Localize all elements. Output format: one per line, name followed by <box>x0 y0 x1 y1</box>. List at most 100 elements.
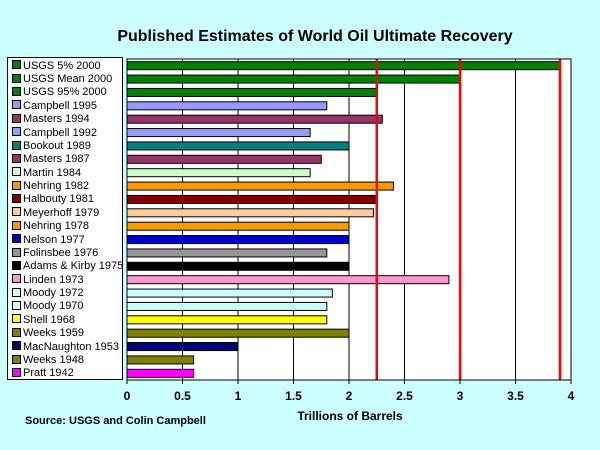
source-note: Source: USGS and Colin Campbell <box>25 415 206 427</box>
legend-swatch <box>12 127 21 137</box>
legend-label: Moody 1970 <box>23 300 84 313</box>
legend-item: Campbell 1992 <box>12 127 97 140</box>
x-tick-label: 1 <box>235 389 242 403</box>
x-tick-label: 4 <box>568 389 575 403</box>
legend-label: USGS 95% 2000 <box>23 86 107 99</box>
legend-item: USGS 95% 2000 <box>12 86 107 99</box>
legend-item: Nelson 1977 <box>12 234 85 247</box>
legend-swatch <box>12 207 21 217</box>
legend-swatch <box>12 287 21 297</box>
x-tick-label: 1.5 <box>285 389 302 403</box>
bar <box>126 342 239 352</box>
legend-swatch <box>12 327 21 337</box>
legend-label: Bookout 1989 <box>23 139 91 152</box>
legend-label: Moody 1972 <box>23 287 84 300</box>
bar <box>126 181 394 191</box>
legend-label: USGS Mean 2000 <box>23 73 113 86</box>
bar <box>126 141 350 151</box>
legend-swatch <box>12 153 21 163</box>
legend-label: Masters 1994 <box>23 113 90 126</box>
legend-label: Pratt 1942 <box>23 367 74 380</box>
bar <box>126 301 328 311</box>
legend-swatch <box>12 354 21 364</box>
legend-item: Folinsbee 1976 <box>12 247 98 260</box>
legend-item: Shell 1968 <box>12 314 75 327</box>
legend-item: Meyerhoff 1979 <box>12 207 99 220</box>
legend-swatch <box>12 341 21 351</box>
legend-item: Moody 1972 <box>12 287 84 300</box>
legend-label: Halbouty 1981 <box>23 193 94 206</box>
legend-swatch <box>12 194 21 204</box>
legend-item: Adams & Kirby 1975 <box>12 260 123 273</box>
legend-label: Campbell 1995 <box>23 99 97 112</box>
legend-label: Adams & Kirby 1975 <box>23 260 124 273</box>
bar <box>126 235 350 245</box>
x-axis-title: Trillions of Barrels <box>297 409 403 423</box>
legend-swatch <box>12 60 21 70</box>
legend-swatch <box>12 314 21 324</box>
legend-swatch <box>12 260 21 270</box>
bar <box>126 288 333 298</box>
legend-label: Campbell 1992 <box>23 126 97 139</box>
bar <box>126 275 450 285</box>
legend-item: Moody 1970 <box>12 300 84 313</box>
legend-swatch <box>12 167 21 177</box>
bar <box>126 248 328 258</box>
legend-swatch <box>12 220 21 230</box>
x-tick-label: 3 <box>457 389 464 403</box>
legend-item: Weeks 1959 <box>12 327 84 340</box>
legend-item: Bookout 1989 <box>12 140 91 153</box>
bar <box>126 61 561 71</box>
chart-title: Published Estimates of World Oil Ultimat… <box>117 28 513 45</box>
legend-item: Nehring 1978 <box>12 220 89 233</box>
bar <box>126 154 322 164</box>
bar <box>126 355 195 365</box>
bar <box>126 368 195 378</box>
bar <box>126 87 378 97</box>
legend-label: Martin 1984 <box>23 166 82 179</box>
bar <box>126 194 378 204</box>
legend-swatch <box>12 73 21 83</box>
legend-swatch <box>12 113 21 123</box>
legend-label: Weeks 1959 <box>23 327 84 340</box>
legend-swatch <box>12 301 21 311</box>
bar <box>126 114 383 124</box>
bar <box>126 261 350 271</box>
x-tick-label: 3.5 <box>507 389 524 403</box>
legend-label: Meyerhoff 1979 <box>23 206 100 219</box>
bar <box>126 74 461 84</box>
legend-item: MacNaughton 1953 <box>12 341 119 354</box>
legend-label: Nelson 1977 <box>23 233 85 246</box>
legend-swatch <box>12 180 21 190</box>
legend-label: MacNaughton 1953 <box>23 340 120 353</box>
x-tick-label: 2.5 <box>396 389 413 403</box>
legend-item: Masters 1994 <box>12 113 90 126</box>
plot-frame <box>126 58 572 381</box>
legend-item: Halbouty 1981 <box>12 193 94 206</box>
legend-swatch <box>12 274 21 284</box>
legend-item: Masters 1987 <box>12 153 90 166</box>
bar <box>126 315 328 325</box>
legend-swatch <box>12 367 21 377</box>
bar <box>126 221 350 231</box>
legend-item: Pratt 1942 <box>12 367 74 380</box>
bar <box>126 208 374 218</box>
legend-swatch <box>12 140 21 150</box>
legend-item: Weeks 1948 <box>12 354 84 367</box>
bar <box>126 168 311 178</box>
bar <box>126 101 328 111</box>
legend-label: Nehring 1978 <box>23 220 90 233</box>
bar <box>126 128 311 138</box>
legend-item: Linden 1973 <box>12 274 84 287</box>
legend-label: Weeks 1948 <box>23 353 84 366</box>
legend-swatch <box>12 247 21 257</box>
legend-label: Linden 1973 <box>23 273 84 286</box>
legend-item: Martin 1984 <box>12 167 81 180</box>
legend-item: USGS 5% 2000 <box>12 60 101 73</box>
legend-swatch <box>12 234 21 244</box>
legend-label: Nehring 1982 <box>23 180 90 193</box>
legend-item: Campbell 1995 <box>12 100 97 113</box>
legend-label: Shell 1968 <box>23 313 75 326</box>
